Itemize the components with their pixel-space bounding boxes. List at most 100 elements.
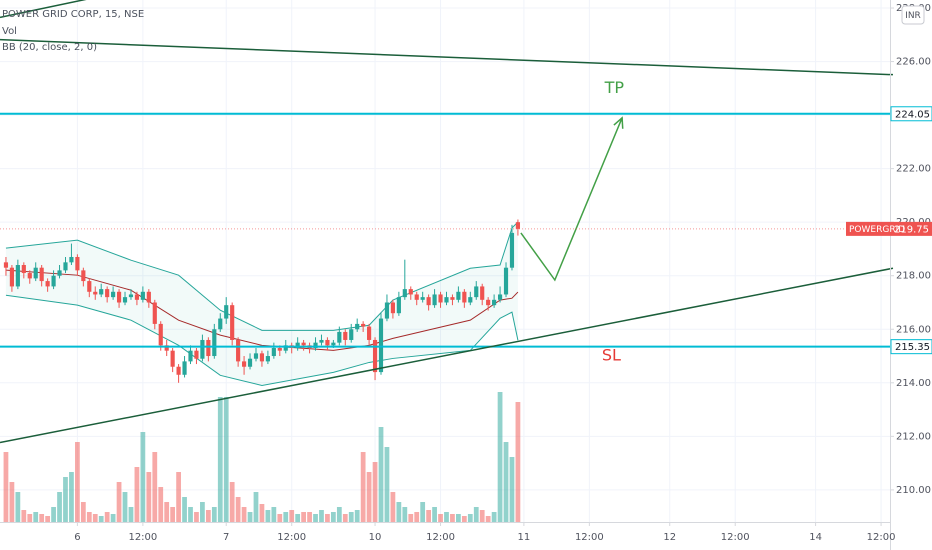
candle-body <box>414 294 419 300</box>
volume-bar <box>75 442 80 522</box>
candle-body <box>361 323 366 327</box>
candle-body <box>343 331 348 340</box>
legend-bb: BB (20, close, 2, 0) <box>2 42 97 53</box>
volume-bar <box>503 442 509 522</box>
candle-body <box>206 339 211 357</box>
candle-body <box>313 342 318 348</box>
candle-body <box>349 329 354 340</box>
candle-body <box>128 294 134 298</box>
volume-bar <box>104 512 110 522</box>
volume-bar <box>444 512 449 522</box>
candle-body <box>462 291 467 303</box>
candle-body <box>295 342 300 348</box>
volume-bar <box>342 514 348 522</box>
volume-bar <box>420 502 426 522</box>
x-tick-label: 7 <box>223 532 229 543</box>
currency-label[interactable]: INR <box>905 11 921 21</box>
candle-body <box>319 339 324 343</box>
candle-body <box>116 291 122 303</box>
candle-body <box>122 297 128 303</box>
volume-bar <box>182 497 187 522</box>
x-tick-label: 14 <box>809 532 822 543</box>
candle-body <box>51 275 56 287</box>
candle-body <box>164 345 169 351</box>
volume-bar <box>146 472 152 522</box>
volume-bar <box>21 510 27 522</box>
volume-bar <box>33 512 39 522</box>
volume-bar <box>92 514 98 522</box>
volume-bar <box>45 516 51 522</box>
volume-bar <box>9 482 15 522</box>
volume-bar <box>307 512 312 522</box>
candle-body <box>515 222 521 229</box>
volume-bar <box>283 512 289 522</box>
volume-bar <box>188 507 193 522</box>
volume-bar <box>271 507 277 522</box>
volume-bar <box>473 507 479 522</box>
candle-body <box>444 297 449 303</box>
candle-body <box>99 289 104 295</box>
y-tick-label: 214.00 <box>896 378 931 389</box>
candle-body <box>247 358 253 367</box>
y-tick-label: 226.00 <box>896 57 931 68</box>
candle-body <box>152 302 157 324</box>
candle-body <box>200 339 205 359</box>
candle-body <box>57 270 62 276</box>
volume-bar <box>194 512 199 522</box>
candle-body <box>230 305 235 340</box>
candle-body <box>367 326 372 340</box>
volume-bar <box>461 516 467 522</box>
candle-body <box>390 302 395 314</box>
volume-bar <box>396 502 402 522</box>
candle-body <box>331 342 336 346</box>
volume-bar <box>390 492 396 522</box>
last-price-symbol: POWERGRID <box>849 225 905 235</box>
candle-body <box>158 323 163 346</box>
candle-body <box>271 348 276 357</box>
y-tick-label: 222.00 <box>896 164 931 175</box>
volume-bar <box>325 514 330 522</box>
volume-bar <box>402 507 408 522</box>
candle-body <box>81 270 86 282</box>
candle-body <box>194 350 199 359</box>
candle-body <box>402 289 407 298</box>
band-upper <box>5 221 519 331</box>
volume-bar <box>69 472 74 522</box>
currency-button[interactable] <box>901 5 925 25</box>
y-tick-label: 218.00 <box>896 271 931 282</box>
annotation: SL <box>602 346 621 365</box>
annotation: TP <box>604 78 625 97</box>
volume-bar <box>229 482 235 522</box>
volume-bar <box>253 492 259 522</box>
volume-bar <box>116 482 122 522</box>
band-fill <box>5 221 518 386</box>
volume-bar <box>289 510 295 522</box>
volume-bar <box>152 452 158 522</box>
volume-bar <box>80 502 86 522</box>
last-price-value: 219.75 <box>894 224 929 235</box>
volume-bar <box>164 502 170 522</box>
candle-body <box>27 273 32 279</box>
volume-bar <box>63 477 68 522</box>
volume-bar <box>360 452 366 522</box>
candle-body <box>75 256 80 271</box>
volume-bar <box>122 492 128 522</box>
candle-body <box>432 294 437 306</box>
candle-body <box>170 350 175 367</box>
candle-body <box>456 291 461 300</box>
arrow-head <box>613 116 624 129</box>
volume-bar <box>277 514 283 522</box>
volume-bar <box>3 452 9 522</box>
volume-bar <box>313 514 318 522</box>
projection-arrow <box>520 117 623 282</box>
volume-bar <box>456 514 461 522</box>
candle-body <box>15 265 20 287</box>
candle-body <box>378 318 384 373</box>
candle-body <box>265 356 270 362</box>
candle-body <box>188 350 193 362</box>
candle-body <box>33 267 38 279</box>
volume-bar <box>205 510 211 522</box>
y-tick-label: 216.00 <box>896 324 931 335</box>
legend-symbol: POWER GRID CORP, 15, NSE <box>2 9 144 20</box>
